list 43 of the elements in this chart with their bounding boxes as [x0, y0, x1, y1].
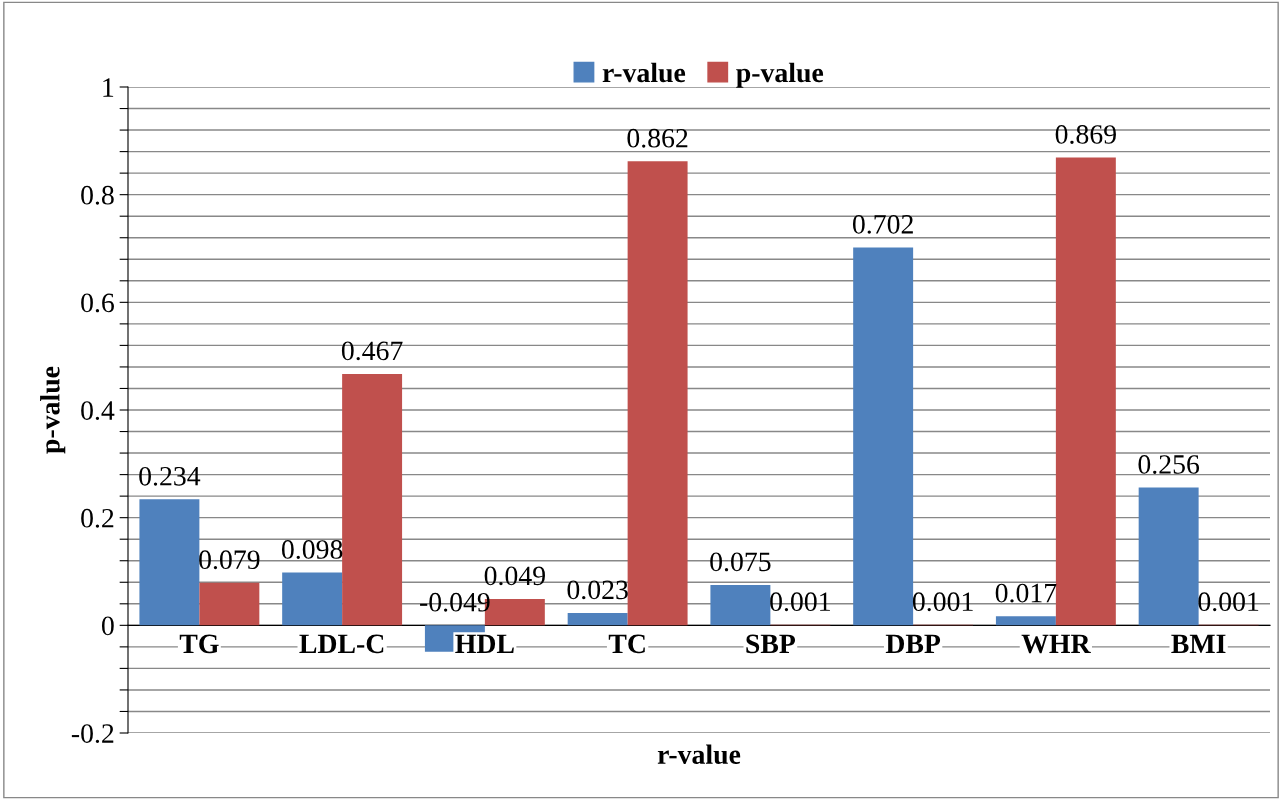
x-tick-label: TC [608, 634, 645, 654]
bar [710, 584, 771, 626]
data-label: 0.049 [484, 566, 545, 586]
data-label: 0.001 [770, 592, 830, 612]
data-label: 0.075 [710, 552, 771, 572]
bar [567, 612, 628, 626]
x-tick-label: DBP [885, 634, 941, 654]
bar [995, 616, 1056, 626]
bar [342, 373, 403, 626]
bar [853, 247, 914, 626]
y-tick-label: 0.8 [81, 185, 114, 205]
data-label: 0.862 [627, 128, 688, 148]
data-label: 0.869 [1055, 125, 1116, 144]
x-tick-label: HDL [455, 634, 514, 653]
bar [282, 572, 343, 626]
data-label: 0.001 [1198, 592, 1259, 612]
y-tick-label: 0.4 [81, 401, 115, 421]
data-label: 0.234 [139, 466, 201, 486]
y-tick-label: 1 [103, 78, 114, 97]
y-tick-label: -0.2 [71, 724, 114, 744]
data-label: 0.001 [912, 592, 973, 612]
data-label: 0.256 [1138, 455, 1200, 474]
x-tick-label: WHR [1021, 634, 1091, 654]
data-label: 0.023 [567, 580, 628, 600]
x-tick-label: SBP [746, 634, 796, 654]
data-label: 0.079 [199, 550, 260, 570]
legend-label: p-value [736, 62, 824, 88]
bar [199, 582, 260, 626]
bar [627, 161, 688, 626]
x-tick-label: LDL-C [299, 634, 384, 654]
bar [1055, 157, 1116, 626]
data-label: 0.467 [341, 341, 403, 361]
bar [1138, 487, 1199, 626]
data-label: 0.702 [852, 214, 913, 234]
x-tick-label: BMI [1171, 634, 1226, 654]
x-axis-title: r-value [657, 744, 741, 765]
y-tick-label: 0 [101, 616, 114, 636]
y-tick-label: 0.2 [81, 508, 114, 528]
x-tick-label: TG [179, 634, 219, 654]
bar [139, 499, 200, 626]
y-axis-title: p-value [40, 366, 66, 454]
y-tick-label: 0.6 [81, 293, 114, 313]
legend-label: r-value [602, 62, 686, 83]
